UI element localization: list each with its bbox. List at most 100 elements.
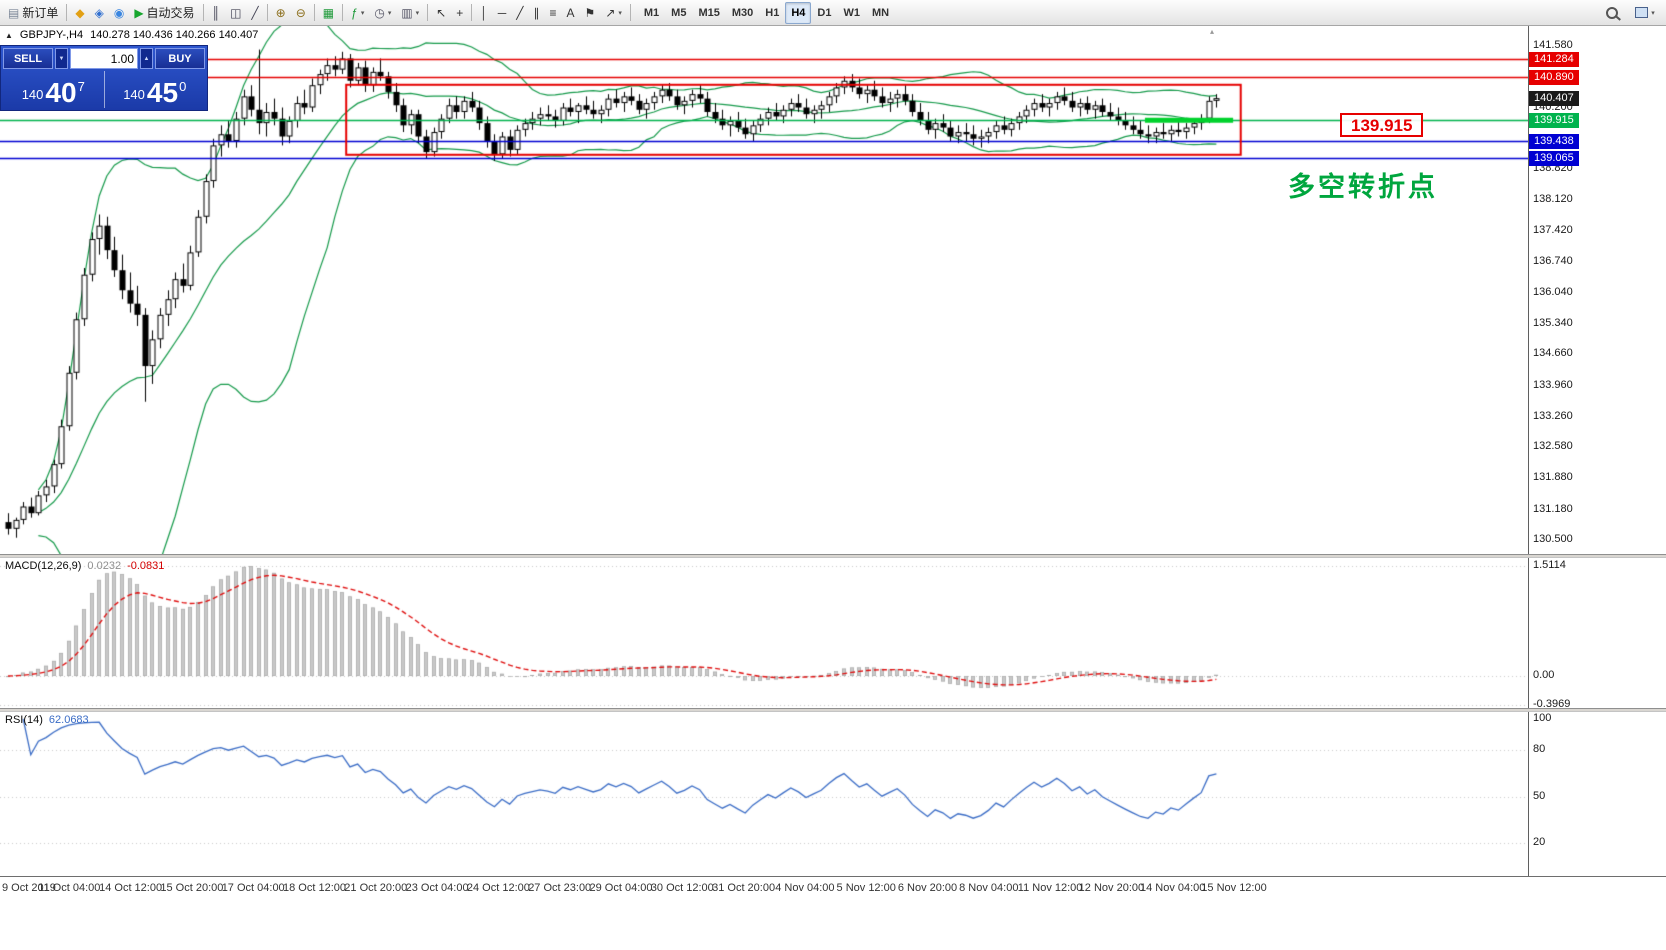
toolbar: ▤ 新订单 ◆ ◈ ◉ ▶ 自动交易 ║ ◫ ╱ ⊕ ⊖ ▦ ƒ ▾ ◷ ▾ ▥ ▾ ↖ + │ ─ ╱ ∥ ≡ A ⚑ ↗ ▾ M1 M5 M… (0, 0, 1666, 26)
horizontal-line-button[interactable]: ─ (493, 2, 512, 24)
timeframe-m1[interactable]: M1 (643, 6, 660, 19)
community-icon: ◉ (113, 5, 125, 20)
market-watch-icon: ◆ (75, 5, 85, 20)
sell-button[interactable]: SELL (3, 48, 53, 69)
window-icon (1635, 7, 1649, 18)
time-axis-label: 12 Nov 20:00 (1078, 882, 1145, 894)
timeframe-m15[interactable]: M15 (698, 6, 720, 19)
panel-splitter[interactable] (0, 708, 1666, 712)
tile-windows-button[interactable]: ▦ (318, 2, 339, 24)
price-axis-tag: 141.284 (1529, 52, 1579, 68)
time-axis-label: 5 Nov 12:00 (836, 882, 896, 894)
main-chart-panel[interactable]: ▲ GBPJPY-,H4 140.278 140.436 140.266 140… (0, 26, 1528, 554)
market-watch-button[interactable]: ◆ (70, 2, 89, 24)
toolbar-separator (629, 4, 631, 21)
fibonacci-button[interactable]: ≡ (545, 2, 562, 24)
price-axis-label: 133.260 (1533, 409, 1573, 422)
crosshair-button[interactable]: + (451, 2, 468, 24)
rsi-axis-label: 20 (1533, 836, 1546, 848)
timeframe-h1[interactable]: H1 (765, 6, 780, 19)
price-axis-tag: 140.407 (1529, 91, 1579, 107)
zoom-in-button[interactable]: ⊕ (271, 2, 291, 24)
buy-price[interactable]: 140 45 0 (105, 71, 206, 108)
candlestick-chart-button[interactable]: ◫ (225, 2, 246, 24)
buy-button[interactable]: BUY (155, 48, 205, 69)
bar-chart-button[interactable]: ║ (207, 2, 226, 24)
price-axis-label: 136.040 (1533, 285, 1573, 298)
trendline-button[interactable]: ╱ (511, 2, 528, 24)
rsi-axis-label: 50 (1533, 789, 1546, 802)
price-axis-tag: 139.915 (1529, 113, 1579, 129)
text-button[interactable]: A (562, 2, 580, 24)
volume-increase-button[interactable]: ▲ (140, 48, 153, 69)
sell-price-prefix: 140 (21, 87, 44, 102)
price-axis-label: 133.960 (1533, 378, 1573, 391)
price-axis-tag: 140.890 (1529, 69, 1579, 85)
one-click-trading-panel: SELL ▼ ▲ BUY 140 40 7 140 45 0 (0, 45, 208, 111)
time-axis-label: 15 Oct 20:00 (160, 882, 224, 894)
toolbar-separator (471, 4, 473, 21)
periods-button[interactable]: ◷ ▾ (369, 2, 396, 24)
macd-canvas[interactable] (0, 558, 1528, 708)
text-icon: A (566, 5, 575, 20)
time-axis-label: 31 Oct 20:00 (712, 882, 776, 894)
chart-shift-marker-icon[interactable]: ▴ (1210, 27, 1215, 36)
equidistant-channel-button[interactable]: ∥ (529, 2, 545, 24)
toolbar-separator (266, 4, 268, 21)
timeframe-m5[interactable]: M5 (671, 6, 687, 19)
macd-panel[interactable]: MACD(12,26,9) 0.0232 -0.0831 (0, 558, 1528, 708)
panel-splitter[interactable] (0, 554, 1666, 558)
zoom-out-icon: ⊖ (295, 5, 306, 20)
macd-main-value: 0.0232 (87, 560, 122, 572)
chart-windows-button[interactable]: ▾ (1630, 2, 1660, 24)
time-axis-label: 24 Oct 12:00 (466, 882, 530, 894)
sell-price-big: 40 (45, 76, 77, 108)
equidistant-channel-icon: ∥ (533, 5, 540, 20)
line-chart-button[interactable]: ╱ (246, 2, 263, 24)
time-axis-label: 30 Oct 12:00 (650, 882, 714, 894)
time-axis-label: 18 Oct 12:00 (283, 882, 346, 894)
dropdown-caret-icon: ▾ (387, 9, 392, 17)
community-button[interactable]: ◉ (109, 2, 129, 24)
price-axis[interactable]: 141.580 140.200 138.820 138.120 137.420 136.7… (1528, 26, 1666, 876)
vertical-line-icon: │ (480, 5, 488, 20)
bar-chart-icon: ║ (211, 5, 221, 20)
text-label-button[interactable]: ⚑ (580, 2, 601, 24)
auto-trading-button[interactable]: ▶ 自动交易 (129, 2, 199, 24)
price-axis-label: 131.880 (1533, 471, 1573, 484)
rsi-canvas[interactable] (0, 712, 1528, 876)
timeframe-m30[interactable]: M30 (731, 6, 754, 19)
line-chart-icon: ╱ (251, 5, 259, 20)
one-click-toggle-icon[interactable]: ▲ (5, 31, 13, 40)
toolbar-separator (66, 4, 68, 21)
timeframe-mn[interactable]: MN (871, 6, 890, 19)
sell-price[interactable]: 140 40 7 (3, 71, 105, 108)
price-axis-label: 134.660 (1533, 347, 1573, 360)
cursor-button[interactable]: ↖ (431, 2, 451, 24)
price-callout-label: 139.915 (1340, 113, 1424, 137)
volume-input[interactable] (70, 48, 138, 69)
arrows-button[interactable]: ↗ ▾ (600, 2, 627, 24)
text-label-icon: ⚑ (584, 5, 596, 20)
indicators-icon: ƒ (351, 5, 358, 20)
macd-axis-label: 1.5114 (1533, 559, 1566, 571)
data-window-button[interactable]: ◈ (90, 2, 109, 24)
timeframe-h4[interactable]: H4 (785, 1, 812, 24)
macd-signal-value: -0.0831 (127, 560, 165, 572)
zoom-out-button[interactable]: ⊖ (291, 2, 311, 24)
dropdown-caret-icon: ▾ (360, 9, 365, 17)
templates-button[interactable]: ▥ ▾ (396, 2, 424, 24)
price-chart-canvas[interactable] (0, 26, 1528, 554)
tile-windows-icon: ▦ (322, 5, 335, 20)
rsi-panel[interactable]: RSI(14) 62.0683 (0, 712, 1528, 876)
volume-decrease-button[interactable]: ▼ (55, 48, 68, 69)
new-order-button[interactable]: ▤ 新订单 (3, 2, 63, 24)
timeframe-w1[interactable]: W1 (843, 6, 860, 19)
time-axis-label: 9 Oct 2019 (2, 882, 56, 894)
vertical-line-button[interactable]: │ (475, 2, 493, 24)
timeframe-d1[interactable]: D1 (817, 6, 832, 19)
indicators-button[interactable]: ƒ ▾ (346, 2, 369, 24)
search-button[interactable] (1597, 2, 1627, 24)
time-axis[interactable]: 9 Oct 2019 11 Oct 04:00 14 Oct 12:00 15 Oct… (0, 876, 1666, 950)
chart-symbol-period: GBPJPY-,H4 (19, 29, 84, 41)
